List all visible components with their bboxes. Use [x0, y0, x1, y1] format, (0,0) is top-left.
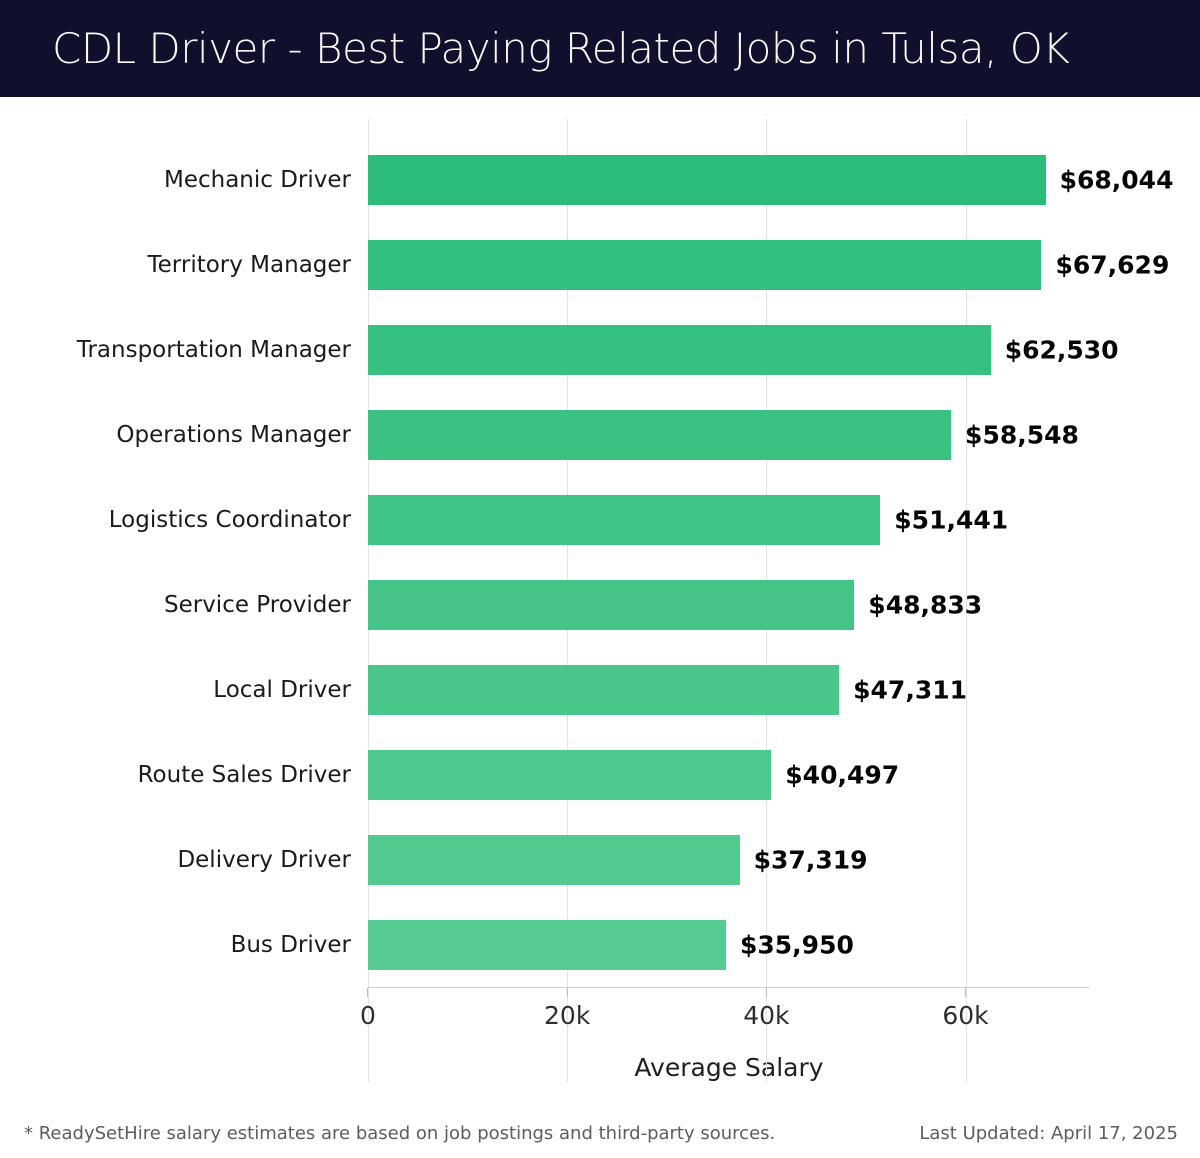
- x-axis-line: 0 20k 40k 60k: [360, 987, 1090, 1035]
- bar-track: $62,530: [368, 324, 1119, 375]
- footer: * ReadySetHire salary estimates are base…: [0, 1123, 1200, 1144]
- x-axis-tick: 0: [360, 988, 376, 1030]
- x-axis-title: Average Salary: [634, 1053, 824, 1082]
- tick-label: 0: [360, 1001, 376, 1030]
- bar-row: Service Provider $48,833: [0, 562, 1200, 647]
- bar-track: $68,044: [368, 154, 1173, 205]
- last-updated: Last Updated: April 17, 2025: [919, 1123, 1178, 1144]
- bar-track: $48,833: [368, 579, 1090, 630]
- salary-bar: [368, 579, 855, 630]
- value-label: $67,629: [1055, 250, 1170, 279]
- bar-rows-container: Mechanic Driver $68,044 Territory Manage…: [0, 137, 1200, 987]
- tick-mark: [965, 988, 967, 997]
- salary-bar: [368, 919, 726, 970]
- tick-label: 40k: [743, 1001, 790, 1030]
- bar-track: $37,319: [368, 834, 1090, 885]
- tick-mark: [765, 988, 767, 997]
- bar-row: Mechanic Driver $68,044: [0, 137, 1200, 222]
- tick-label: 60k: [942, 1001, 989, 1030]
- category-label: Operations Manager: [116, 421, 351, 448]
- tick-mark: [367, 988, 369, 997]
- bar-row: Transportation Manager $62,530: [0, 307, 1200, 392]
- bar-track: $47,311: [368, 664, 1090, 715]
- x-axis-tick: 60k: [942, 988, 989, 1030]
- salary-bar: [368, 834, 740, 885]
- category-label: Local Driver: [213, 676, 351, 703]
- bar-row: Bus Driver $35,950: [0, 902, 1200, 987]
- salary-bar: [368, 409, 952, 460]
- value-label: $47,311: [853, 675, 968, 704]
- x-axis-tick: 20k: [544, 988, 590, 1030]
- salary-bar: [368, 749, 772, 800]
- bar-row: Route Sales Driver $40,497: [0, 732, 1200, 817]
- salary-bar: [368, 239, 1042, 290]
- category-label: Service Provider: [163, 591, 351, 618]
- bar-track: $51,441: [368, 494, 1090, 545]
- value-label: $58,548: [965, 420, 1079, 449]
- value-label: $40,497: [785, 760, 900, 789]
- category-label: Route Sales Driver: [137, 761, 351, 788]
- category-label: Bus Driver: [230, 931, 351, 958]
- bar-row: Local Driver $47,311: [0, 647, 1200, 732]
- category-label: Mechanic Driver: [163, 166, 351, 193]
- value-label: $48,833: [868, 590, 983, 619]
- gridline: [965, 119, 967, 1082]
- tick-mark: [566, 988, 568, 997]
- x-axis-tick: 40k: [743, 988, 789, 1030]
- tick-label: 20k: [544, 1001, 591, 1030]
- bar-row: Territory Manager $67,629: [0, 222, 1200, 307]
- salary-bar: [368, 664, 840, 715]
- value-label: $62,530: [1004, 335, 1119, 364]
- salary-bar: [368, 154, 1046, 205]
- bar-row: Operations Manager $58,548: [0, 392, 1200, 477]
- value-label: $68,044: [1059, 165, 1174, 194]
- bar-track: $67,629: [368, 239, 1169, 290]
- category-label: Delivery Driver: [177, 846, 351, 873]
- category-label: Territory Manager: [147, 251, 351, 278]
- title-bar: CDL Driver - Best Paying Related Jobs in…: [0, 0, 1200, 97]
- bar-row: Delivery Driver $37,319: [0, 817, 1200, 902]
- bar-row: Logistics Coordinator $51,441: [0, 477, 1200, 562]
- footnote: * ReadySetHire salary estimates are base…: [24, 1123, 776, 1144]
- value-label: $51,441: [894, 505, 1009, 534]
- category-label: Transportation Manager: [76, 336, 351, 363]
- value-label: $35,950: [740, 930, 854, 959]
- bar-track: $58,548: [368, 409, 1090, 460]
- salary-bar: [368, 494, 881, 545]
- bar-chart: Mechanic Driver $68,044 Territory Manage…: [0, 119, 1200, 1082]
- category-label: Logistics Coordinator: [108, 506, 351, 533]
- salary-bar: [368, 324, 991, 375]
- page-title: CDL Driver - Best Paying Related Jobs in…: [52, 24, 1070, 73]
- bar-track: $40,497: [368, 749, 1090, 800]
- value-label: $37,319: [753, 845, 868, 874]
- bar-track: $35,950: [368, 919, 1090, 970]
